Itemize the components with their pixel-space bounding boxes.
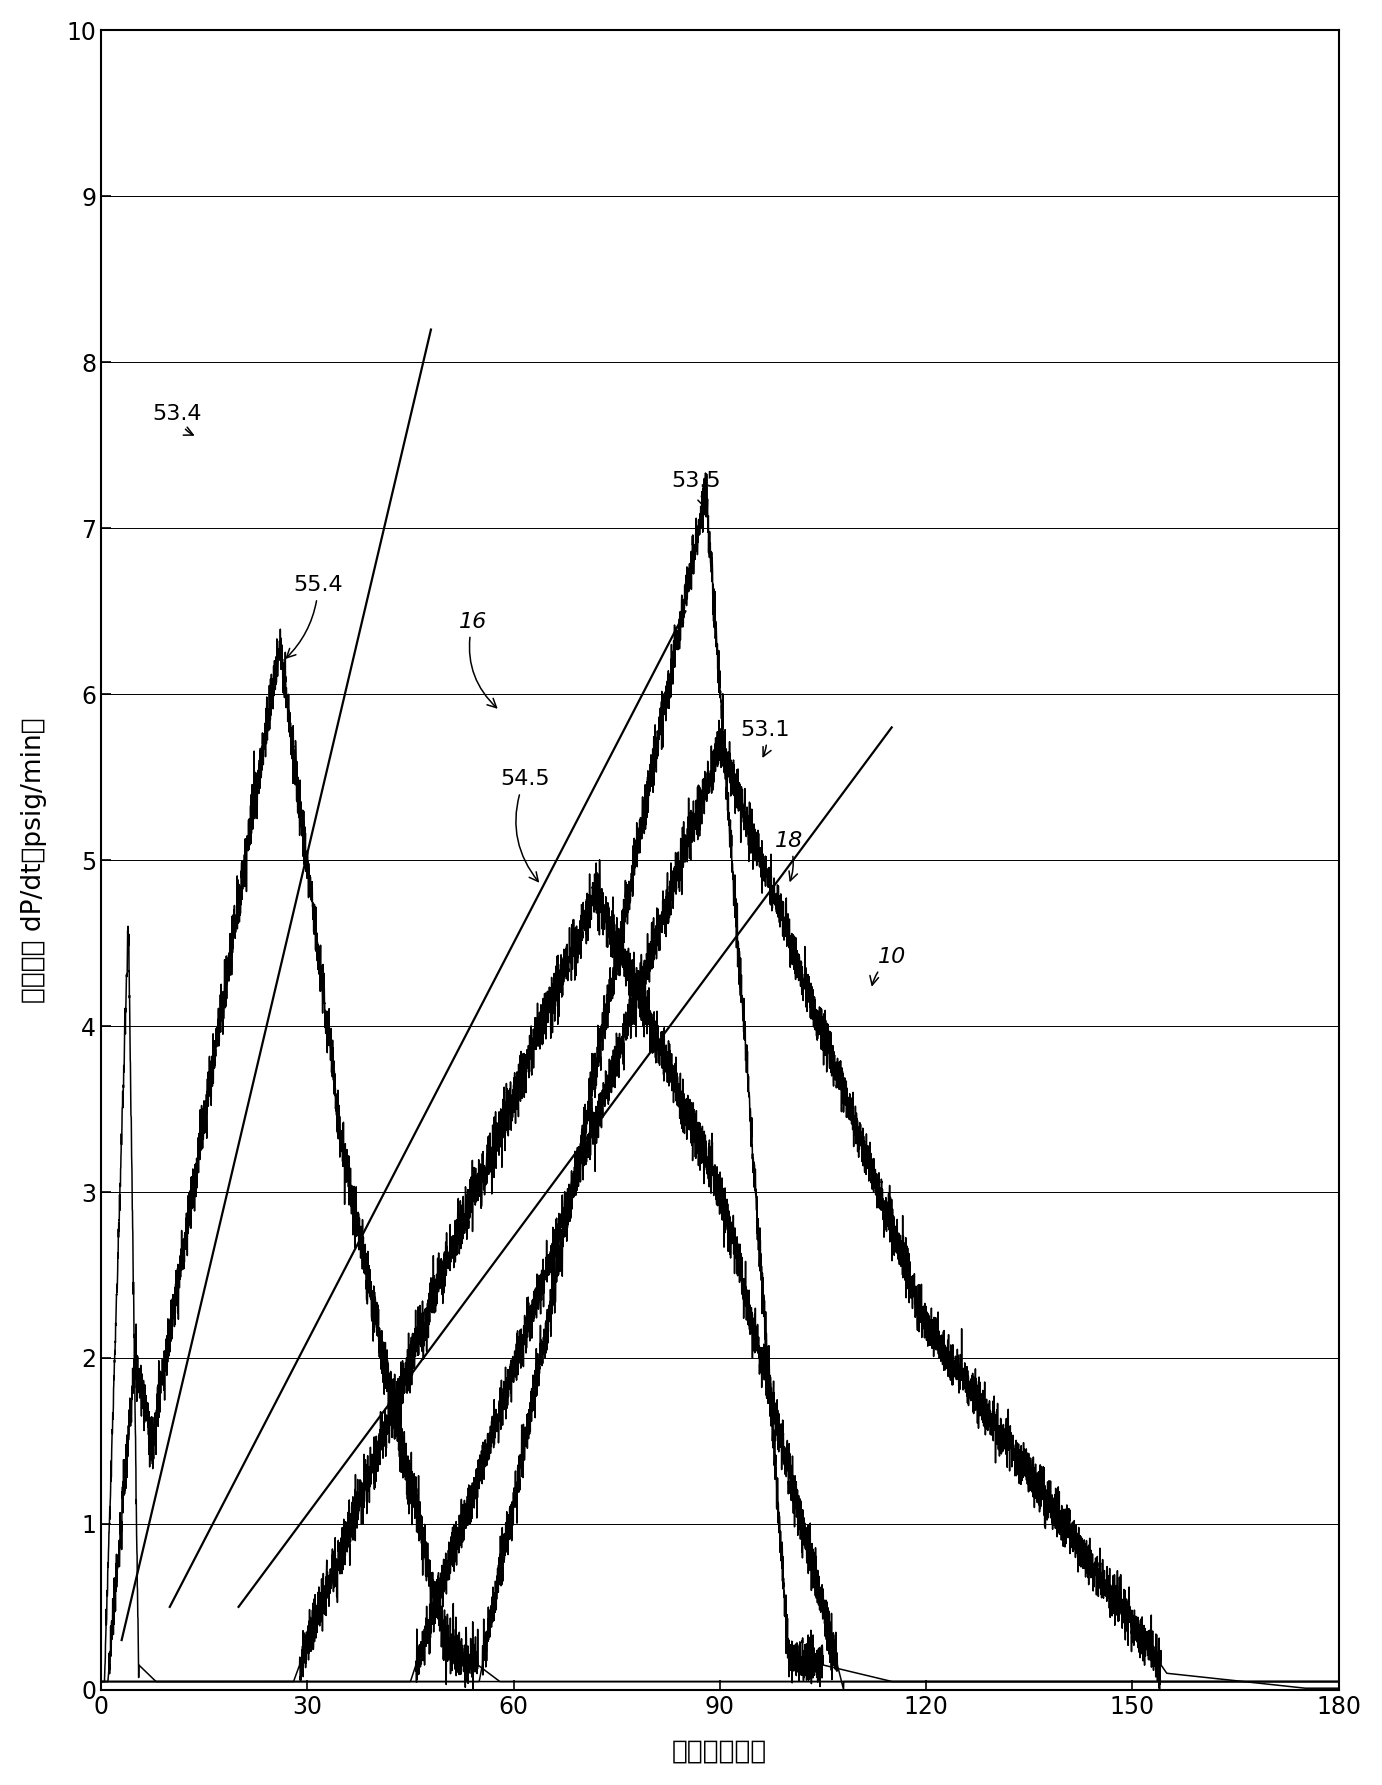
Text: 53.5: 53.5 [672, 471, 721, 507]
Text: 53.1: 53.1 [741, 719, 791, 757]
Text: 54.5: 54.5 [500, 769, 550, 882]
Text: 53.4: 53.4 [152, 405, 202, 436]
Text: 16: 16 [459, 612, 496, 707]
X-axis label: 时间（分钟）: 时间（分钟） [672, 1739, 767, 1764]
Text: 55.4: 55.4 [286, 575, 343, 659]
Text: 10: 10 [869, 948, 907, 985]
Y-axis label: 氧化速率 dP/dt（psig/min）: 氧化速率 dP/dt（psig/min） [21, 718, 47, 1003]
Text: 18: 18 [775, 830, 803, 880]
